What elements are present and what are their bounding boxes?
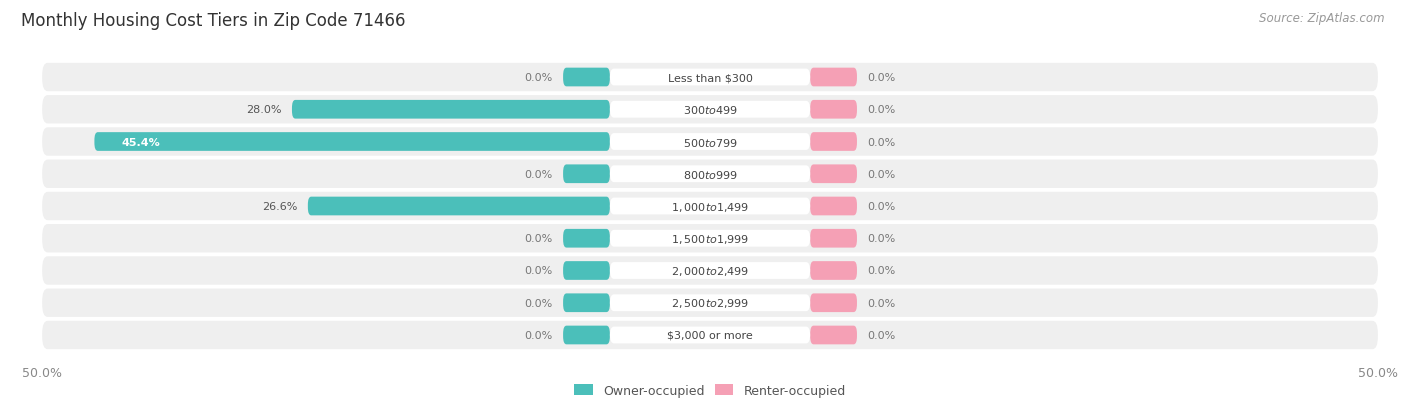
FancyBboxPatch shape [562, 261, 610, 280]
Text: 28.0%: 28.0% [246, 105, 281, 115]
FancyBboxPatch shape [610, 327, 810, 344]
FancyBboxPatch shape [610, 166, 810, 183]
Text: $1,000 to $1,499: $1,000 to $1,499 [671, 200, 749, 213]
Text: 0.0%: 0.0% [868, 266, 896, 276]
Text: Source: ZipAtlas.com: Source: ZipAtlas.com [1260, 12, 1385, 25]
Text: $1,500 to $1,999: $1,500 to $1,999 [671, 232, 749, 245]
FancyBboxPatch shape [810, 101, 856, 119]
Text: 0.0%: 0.0% [868, 234, 896, 244]
Text: $2,500 to $2,999: $2,500 to $2,999 [671, 297, 749, 309]
FancyBboxPatch shape [42, 289, 1378, 317]
FancyBboxPatch shape [42, 128, 1378, 156]
FancyBboxPatch shape [562, 165, 610, 184]
FancyBboxPatch shape [42, 321, 1378, 349]
FancyBboxPatch shape [810, 133, 856, 152]
Text: 0.0%: 0.0% [524, 298, 553, 308]
FancyBboxPatch shape [308, 197, 610, 216]
FancyBboxPatch shape [810, 69, 856, 87]
FancyBboxPatch shape [610, 294, 810, 311]
FancyBboxPatch shape [94, 133, 610, 152]
FancyBboxPatch shape [562, 294, 610, 312]
FancyBboxPatch shape [610, 230, 810, 247]
Text: 0.0%: 0.0% [868, 73, 896, 83]
Text: $3,000 or more: $3,000 or more [668, 330, 752, 340]
FancyBboxPatch shape [810, 229, 856, 248]
Text: $300 to $499: $300 to $499 [682, 104, 738, 116]
Text: $800 to $999: $800 to $999 [682, 169, 738, 180]
FancyBboxPatch shape [610, 134, 810, 151]
FancyBboxPatch shape [42, 225, 1378, 253]
Text: 0.0%: 0.0% [868, 169, 896, 179]
Text: 0.0%: 0.0% [524, 234, 553, 244]
Text: 0.0%: 0.0% [868, 202, 896, 211]
FancyBboxPatch shape [42, 257, 1378, 285]
FancyBboxPatch shape [42, 160, 1378, 188]
FancyBboxPatch shape [810, 326, 856, 344]
FancyBboxPatch shape [42, 64, 1378, 92]
Text: Monthly Housing Cost Tiers in Zip Code 71466: Monthly Housing Cost Tiers in Zip Code 7… [21, 12, 405, 30]
FancyBboxPatch shape [610, 102, 810, 119]
FancyBboxPatch shape [42, 192, 1378, 221]
Text: $500 to $799: $500 to $799 [682, 136, 738, 148]
FancyBboxPatch shape [610, 198, 810, 215]
FancyBboxPatch shape [810, 165, 856, 184]
Text: 0.0%: 0.0% [868, 298, 896, 308]
FancyBboxPatch shape [42, 96, 1378, 124]
Text: 0.0%: 0.0% [524, 169, 553, 179]
FancyBboxPatch shape [292, 101, 610, 119]
FancyBboxPatch shape [810, 261, 856, 280]
FancyBboxPatch shape [810, 294, 856, 312]
Text: 0.0%: 0.0% [868, 330, 896, 340]
Text: 0.0%: 0.0% [868, 137, 896, 147]
Text: 0.0%: 0.0% [524, 73, 553, 83]
Text: 26.6%: 26.6% [262, 202, 297, 211]
FancyBboxPatch shape [562, 229, 610, 248]
FancyBboxPatch shape [562, 69, 610, 87]
FancyBboxPatch shape [610, 69, 810, 86]
FancyBboxPatch shape [562, 326, 610, 344]
Text: 0.0%: 0.0% [868, 105, 896, 115]
FancyBboxPatch shape [810, 197, 856, 216]
Text: Less than $300: Less than $300 [668, 73, 752, 83]
FancyBboxPatch shape [610, 262, 810, 279]
Text: $2,000 to $2,499: $2,000 to $2,499 [671, 264, 749, 277]
Legend: Owner-occupied, Renter-occupied: Owner-occupied, Renter-occupied [569, 379, 851, 402]
Text: 45.4%: 45.4% [121, 137, 160, 147]
Text: 0.0%: 0.0% [524, 330, 553, 340]
Text: 0.0%: 0.0% [524, 266, 553, 276]
